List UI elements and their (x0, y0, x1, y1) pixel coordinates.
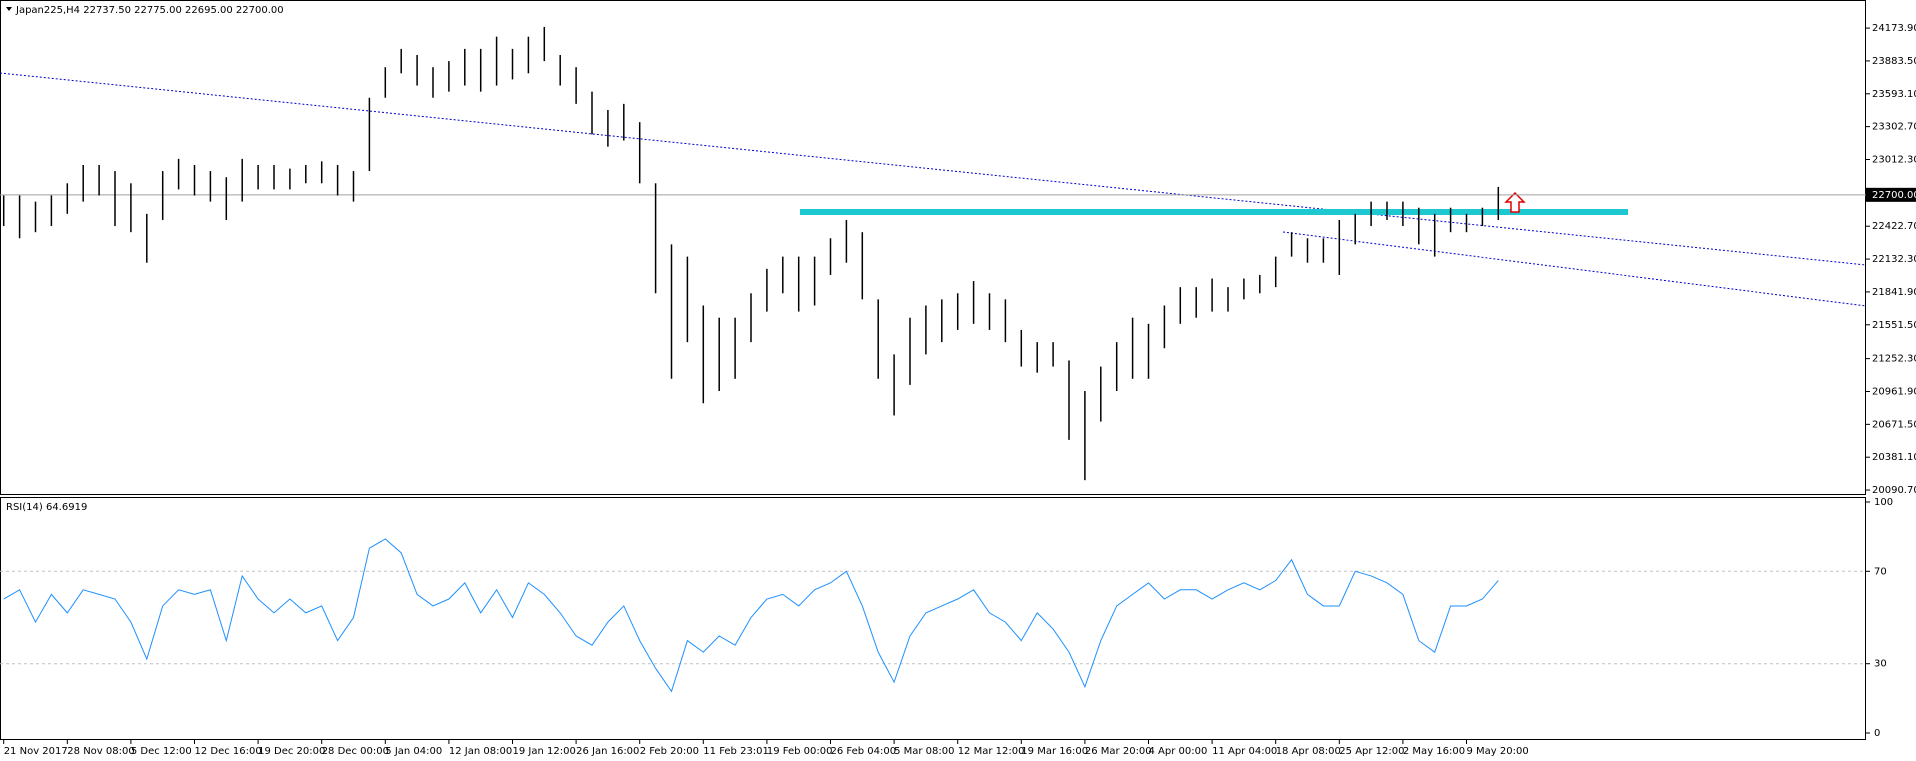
x-tick-label: 4 Apr 00:00 (1149, 746, 1208, 757)
y-tick-label: 21252.30 (1872, 354, 1916, 365)
y-tick-label: 20090.70 (1872, 485, 1916, 496)
y-tick-label: 70 (1874, 566, 1887, 577)
x-tick-label: 19 Jan 12:00 (513, 746, 576, 757)
x-tick-label: 26 Jan 16:00 (576, 746, 639, 757)
trend-line (1282, 231, 1867, 307)
y-tick-label: 20961.90 (1872, 386, 1916, 397)
x-tick-label: 11 Feb 23:01 (703, 746, 769, 757)
x-tick-label: 9 May 20:00 (1467, 746, 1529, 757)
y-tick-label: 24173.90 (1872, 23, 1916, 34)
x-tick-label: 2 May 16:00 (1403, 746, 1465, 757)
y-tick-label: 21551.50 (1872, 320, 1916, 331)
price-tag (1866, 187, 1916, 202)
y-tick-label: 23302.70 (1872, 122, 1916, 133)
x-tick-label: 19 Mar 16:00 (1021, 746, 1088, 757)
chart-title: Japan225,H4 22737.50 22775.00 22695.00 2… (15, 5, 284, 16)
x-tick-label: 21 Nov 2017 (4, 746, 68, 757)
x-tick-label: 18 Apr 08:00 (1276, 746, 1341, 757)
main-panel-frame (0, 0, 1866, 495)
x-tick-label: 12 Mar 12:00 (958, 746, 1025, 757)
x-tick-label: 5 Jan 04:00 (385, 746, 442, 757)
x-tick-label: 26 Mar 20:00 (1085, 746, 1152, 757)
y-tick-label: 0 (1874, 728, 1880, 739)
y-tick-label: 20381.10 (1872, 452, 1916, 463)
x-tick-label: 12 Dec 16:00 (195, 746, 262, 757)
price-tag-label: 22700.00 (1872, 190, 1916, 201)
x-tick-label: 19 Dec 20:00 (258, 746, 325, 757)
x-tick-label: 2 Feb 20:00 (640, 746, 699, 757)
y-tick-label: 22132.30 (1872, 254, 1916, 265)
trend-line (0, 72, 1867, 266)
y-tick-label: 21841.90 (1872, 287, 1916, 298)
rsi-title: RSI(14) 64.6919 (6, 502, 87, 513)
rsi-panel-frame (0, 497, 1866, 740)
x-tick-label: 12 Jan 08:00 (449, 746, 512, 757)
x-tick-label: 28 Nov 08:00 (67, 746, 134, 757)
x-tick-label: 28 Dec 00:00 (322, 746, 389, 757)
x-tick-label: 26 Feb 04:00 (831, 746, 897, 757)
x-tick-label: 11 Apr 04:00 (1212, 746, 1277, 757)
rsi-line (3, 538, 1499, 693)
y-tick-label: 23012.30 (1872, 154, 1916, 165)
x-tick-label: 19 Feb 00:00 (767, 746, 833, 757)
x-tick-label: 25 Apr 12:00 (1339, 746, 1404, 757)
y-tick-label: 23883.50 (1872, 56, 1916, 67)
y-tick-label: 23593.10 (1872, 89, 1916, 100)
y-tick-label: 100 (1874, 497, 1893, 508)
menu-triangle (6, 7, 12, 11)
y-tick-label: 20671.50 (1872, 419, 1916, 430)
y-tick-label: 22422.70 (1872, 221, 1916, 232)
y-tick-label: 30 (1874, 659, 1887, 670)
x-tick-label: 5 Mar 08:00 (894, 746, 954, 757)
x-tick-label: 5 Dec 12:00 (131, 746, 192, 757)
